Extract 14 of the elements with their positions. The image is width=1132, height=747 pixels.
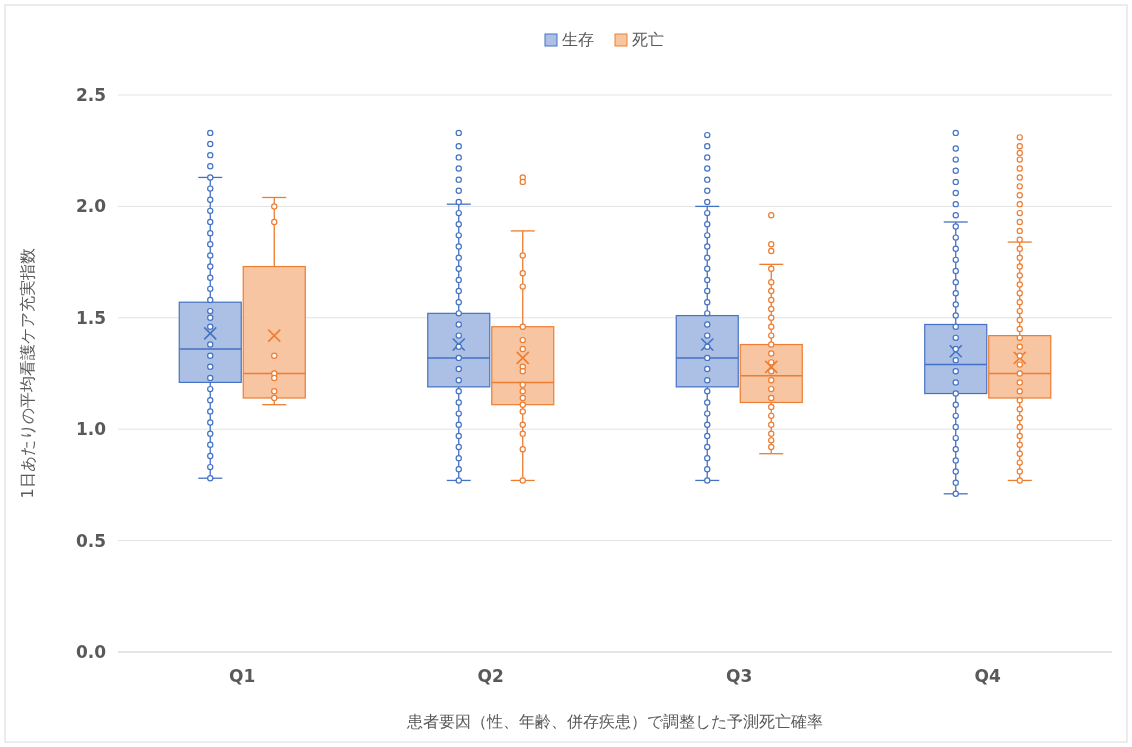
x-tick-label: Q2 xyxy=(477,666,504,686)
y-tick-label: 0.5 xyxy=(75,530,106,551)
y-axis-title: 1日あたりの平均看護ケア充実指数 xyxy=(18,248,37,499)
x-tick-label: Q4 xyxy=(974,666,1002,686)
x-tick-label: Q1 xyxy=(229,666,256,686)
x-tick-label: Q3 xyxy=(726,666,753,686)
y-tick-label: 0.0 xyxy=(75,642,107,662)
legend-label: 生存 xyxy=(562,30,594,49)
y-tick-label: 1.5 xyxy=(75,307,106,328)
x-axis-title: 患者要因（性、年齢、併存疾患）で調整した予測死亡確率 xyxy=(406,712,823,731)
legend-label: 死亡 xyxy=(632,30,664,49)
y-tick-label: 2.5 xyxy=(75,85,106,105)
y-tick-label: 1.0 xyxy=(75,419,107,440)
y-tick-label: 2.0 xyxy=(75,196,107,217)
